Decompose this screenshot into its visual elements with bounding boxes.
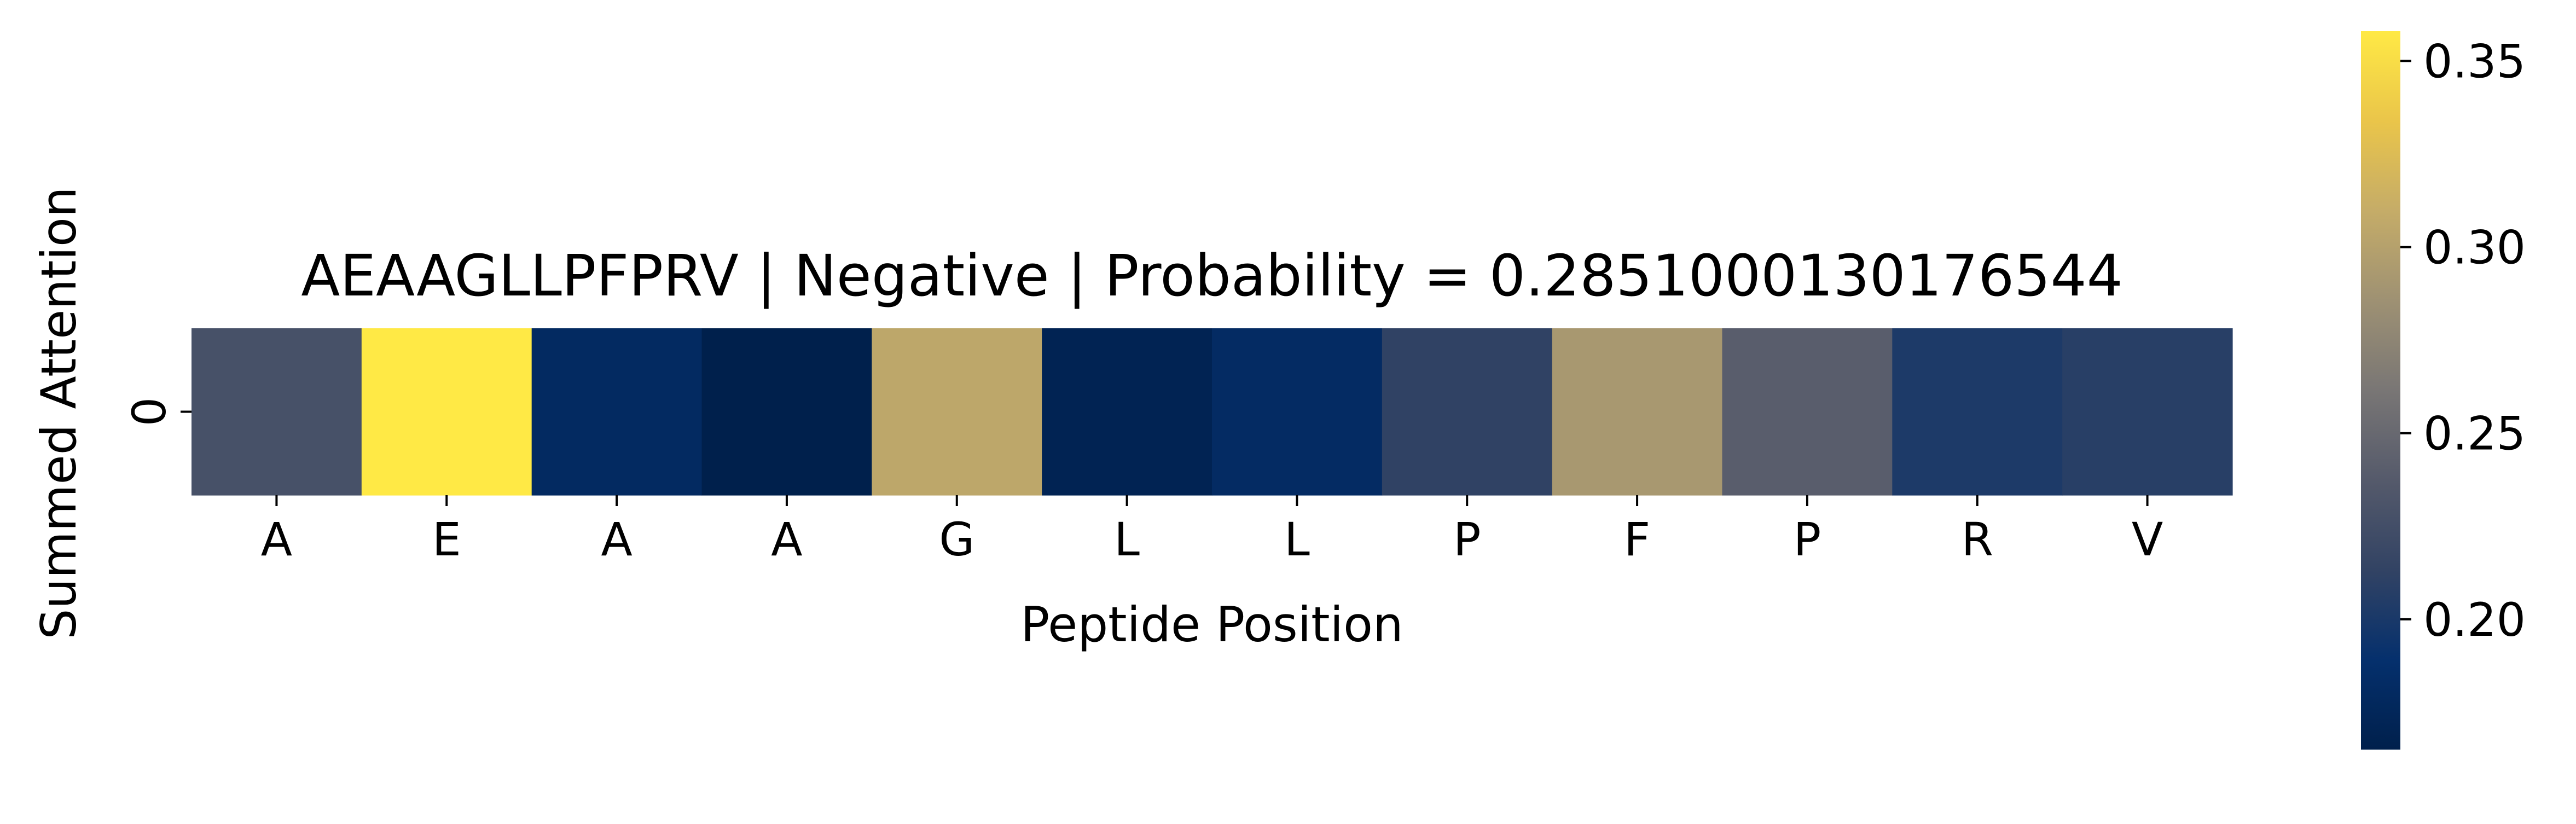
x-tick-label: A	[261, 513, 292, 566]
y-tick-label: 0	[123, 397, 176, 426]
x-tick-label: A	[601, 513, 632, 566]
x-tick-label: E	[432, 513, 461, 566]
heatmap-cell	[872, 328, 1042, 496]
heatmap-cell	[1892, 328, 2063, 496]
heatmap-cells	[192, 328, 2233, 496]
x-tick-label: R	[1962, 513, 1993, 566]
chart-title: AEAAGLLPFPRV | Negative | Probability = …	[301, 242, 2123, 309]
colorbar-tick-label: 0.30	[2423, 221, 2526, 275]
y-axis-ticks: 0	[123, 397, 192, 426]
colorbar-ticks: 0.20 0.25 0.30 0.35	[2400, 34, 2526, 647]
heatmap-cell	[1212, 328, 1383, 496]
heatmap-cell	[192, 328, 362, 496]
x-axis-label: Peptide Position	[1020, 596, 1403, 653]
heatmap-cell	[361, 328, 532, 496]
x-tick-label: A	[771, 513, 802, 566]
colorbar-tick-label: 0.25	[2423, 407, 2526, 461]
heatmap-cell	[1552, 328, 1723, 496]
heatmap-cell	[1722, 328, 1893, 496]
x-tick-label: V	[2132, 513, 2163, 566]
x-tick-label: P	[1794, 513, 1821, 566]
y-axis-label: Summed Attention	[31, 187, 87, 639]
colorbar-tick-label: 0.35	[2423, 34, 2526, 88]
x-tick-label: F	[1624, 513, 1650, 566]
heatmap-cell	[1042, 328, 1212, 496]
heatmap-cell	[531, 328, 703, 496]
heatmap-cell	[701, 328, 872, 496]
colorbar-tick-label: 0.20	[2423, 593, 2526, 647]
heatmap-cell	[1382, 328, 1553, 496]
x-tick-label: L	[1284, 513, 1310, 566]
heatmap-cell	[2062, 328, 2233, 496]
x-tick-label: L	[1114, 513, 1140, 566]
x-tick-label: G	[939, 513, 974, 566]
x-tick-label: P	[1453, 513, 1481, 566]
colorbar	[2361, 31, 2400, 750]
